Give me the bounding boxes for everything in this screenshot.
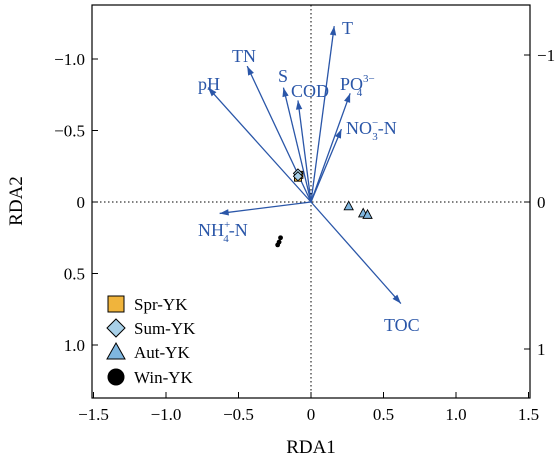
legend-spr-label: Spr-YK	[134, 295, 188, 314]
vector-toc	[310, 201, 402, 304]
vector-ph	[207, 87, 312, 203]
x-axis-ticks: −1.5 −1.0 −0.5 0 0.5 1.0 1.5	[78, 392, 539, 424]
point-win-yk	[275, 242, 281, 248]
x-tick-label: 0.5	[373, 405, 394, 424]
vector-labels: T TN pH S COD PO3− 4 NO− 3-N NH+ 4-N TOC	[198, 18, 420, 335]
label-T: T	[342, 18, 353, 38]
point-win-yk	[278, 235, 283, 241]
right-y-axis-ticks: 1 0 −1	[524, 46, 555, 359]
y-tick-label: 0	[77, 193, 86, 212]
legend-win-label: Win-YK	[134, 368, 194, 387]
legend-spr-marker	[107, 295, 125, 313]
point-sum-yk	[292, 171, 304, 182]
y-tick-label: −0.5	[54, 122, 85, 141]
x-tick-label: 1.5	[518, 405, 539, 424]
y-tick-label: 0.5	[64, 265, 85, 284]
legend-sum-label: Sum-YK	[134, 319, 196, 338]
legend-sum-marker	[106, 318, 126, 338]
legend-aut-marker	[106, 341, 126, 360]
vector-s	[282, 87, 312, 203]
label-PO4: PO3− 4	[340, 73, 375, 99]
x-tick-label: −1.5	[78, 405, 109, 424]
legend-win-marker	[107, 368, 125, 386]
vector-t	[310, 26, 337, 203]
legend-aut-label: Aut-YK	[134, 343, 190, 362]
x-tick-label: 0	[307, 405, 316, 424]
label-NH4: NH+ 4-N	[198, 219, 248, 245]
y-axis-ticks: −1.0 −0.5 0 0.5 1.0	[54, 50, 98, 355]
sample-points	[275, 168, 373, 248]
label-TOC: TOC	[384, 315, 420, 335]
x-tick-label: −0.5	[223, 405, 254, 424]
vector-nh4n	[219, 201, 312, 216]
y-tick-label: −1.0	[54, 50, 85, 69]
x-tick-label: −1.0	[151, 405, 182, 424]
right-y-tick-label: −1	[537, 46, 555, 65]
label-TN: TN	[232, 46, 256, 66]
x-axis-title: RDA1	[286, 437, 336, 458]
right-y-tick-label: 0	[537, 193, 546, 212]
label-S: S	[278, 66, 288, 86]
point-aut-yk	[362, 208, 373, 219]
vector-po43	[310, 93, 351, 203]
label-COD: COD	[291, 81, 329, 101]
point-aut-yk	[343, 200, 354, 211]
vector-no3n	[310, 128, 343, 203]
label-pH: pH	[198, 74, 220, 94]
legend: Spr-YK Sum-YK Aut-YK Win-YK	[106, 295, 196, 387]
x-tick-label: 1.0	[445, 405, 466, 424]
y-axis-title: RDA2	[6, 176, 27, 226]
vector-cod	[295, 100, 312, 203]
label-NO3: NO− 3-N	[346, 117, 397, 143]
y-tick-label: 1.0	[64, 336, 85, 355]
right-y-tick-label: 1	[537, 340, 546, 359]
environment-vectors	[207, 26, 402, 304]
